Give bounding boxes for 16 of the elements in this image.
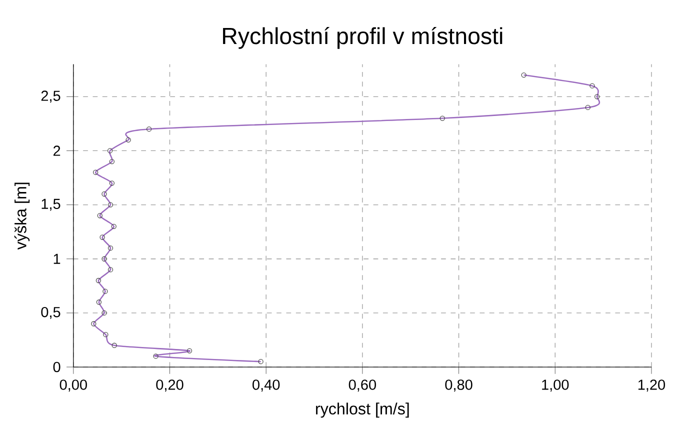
y-tick-label: 1	[54, 254, 60, 264]
x-tick-label: 0,00	[60, 380, 87, 392]
x-tick-label: 0,80	[445, 380, 472, 392]
y-tick-label: 1,5	[42, 198, 60, 211]
y-tick-label: 2,5	[41, 90, 60, 103]
x-tick-label: 0,60	[348, 380, 376, 392]
y-axis-title: výška [m]	[14, 182, 30, 250]
y-tick-label: 2	[53, 146, 60, 156]
x-axis-title: rychlost [m/s]	[316, 402, 409, 418]
y-tick-label: 0,5	[41, 307, 60, 320]
chart-title: Rychlostní profil v místnosti	[223, 27, 502, 49]
x-tick-label: 0,20	[156, 380, 184, 392]
x-tick-label: 0,40	[252, 380, 280, 392]
x-tick-label: 1,20	[638, 380, 666, 392]
x-tick-label: 1,00	[542, 380, 569, 392]
y-tick-label: 0	[53, 362, 60, 372]
